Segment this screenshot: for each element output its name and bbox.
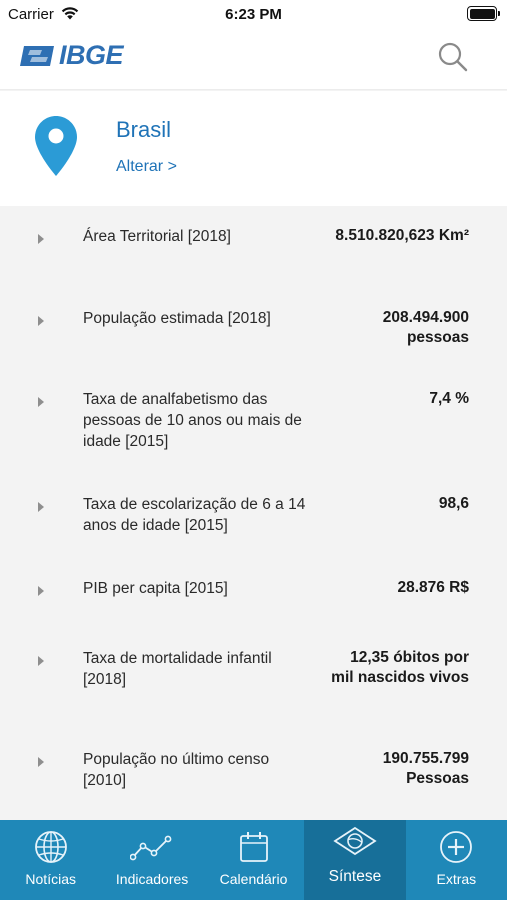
wifi-icon bbox=[61, 7, 79, 20]
status-bar: Carrier 6:23 PM bbox=[0, 0, 507, 28]
status-time: 6:23 PM bbox=[225, 6, 282, 23]
globe-icon bbox=[34, 831, 67, 863]
indicator-label: População estimada [2018] bbox=[83, 310, 271, 327]
disclosure-arrow-icon bbox=[38, 316, 44, 326]
indicator-value: 98,6 bbox=[438, 495, 469, 512]
indicator-label: Taxa de analfabetismo das pessoas de 10 … bbox=[83, 391, 302, 450]
indicator-label: PIB per capita [2015] bbox=[83, 580, 228, 597]
indicator-value: 208.494.900 pessoas bbox=[382, 309, 469, 346]
app-header: IBGE bbox=[0, 28, 507, 90]
indicator-label: Taxa de escolarização de 6 a 14 anos de … bbox=[83, 496, 306, 534]
tab-label: Indicadores bbox=[115, 871, 189, 887]
change-location-link[interactable]: Alterar > bbox=[116, 158, 177, 175]
indicator-value: 7,4 % bbox=[429, 390, 469, 407]
indicator-label: População no último censo [2010] bbox=[83, 751, 270, 789]
battery-icon bbox=[467, 6, 500, 21]
carrier-label: Carrier bbox=[8, 6, 54, 23]
indicator-value: 12,35 óbitos por mil nascidos vivos bbox=[331, 649, 469, 686]
ibge-logo: IBGE bbox=[18, 40, 124, 71]
calendar-icon bbox=[239, 832, 268, 862]
disclosure-arrow-icon bbox=[38, 656, 44, 666]
indicator-label: Taxa de mortalidade infantil [2018] bbox=[83, 650, 272, 688]
disclosure-arrow-icon bbox=[38, 502, 44, 512]
indicator-value: 8.510.820,623 Km² bbox=[335, 227, 469, 244]
indicator-label: Área Territorial [2018] bbox=[83, 228, 231, 245]
ibge-logo-icon bbox=[20, 45, 54, 66]
flag-icon bbox=[333, 826, 377, 856]
disclosure-arrow-icon bbox=[38, 586, 44, 596]
tab-noticias[interactable]: Notícias bbox=[0, 820, 101, 900]
disclosure-arrow-icon bbox=[38, 234, 44, 244]
tab-calendario[interactable]: Calendário bbox=[203, 820, 304, 900]
plus-circle-icon bbox=[440, 831, 473, 863]
indicators-list: Área Territorial [2018] 8.510.820,623 Km… bbox=[0, 206, 507, 820]
tab-label: Extras bbox=[436, 871, 477, 887]
search-icon[interactable] bbox=[436, 40, 470, 74]
logo-text: IBGE bbox=[59, 40, 124, 70]
location-name: Brasil bbox=[116, 117, 172, 142]
tab-label: Síntese bbox=[328, 868, 382, 885]
indicator-value: 190.755.799 Pessoas bbox=[382, 750, 469, 787]
tab-label: Calendário bbox=[219, 871, 288, 887]
line-chart-icon bbox=[130, 835, 172, 861]
tab-label: Notícias bbox=[25, 871, 76, 887]
tab-extras[interactable]: Extras bbox=[406, 820, 507, 900]
tab-indicadores[interactable]: Indicadores bbox=[101, 820, 202, 900]
tab-bar: Notícias Indicadores Calendário Síntese bbox=[0, 820, 507, 900]
location-card: Brasil Alterar > bbox=[0, 91, 507, 206]
location-pin-icon bbox=[35, 116, 77, 176]
disclosure-arrow-icon bbox=[38, 757, 44, 767]
tab-sintese[interactable]: Síntese bbox=[304, 820, 406, 900]
indicator-value: 28.876 R$ bbox=[397, 579, 469, 596]
disclosure-arrow-icon bbox=[38, 397, 44, 407]
